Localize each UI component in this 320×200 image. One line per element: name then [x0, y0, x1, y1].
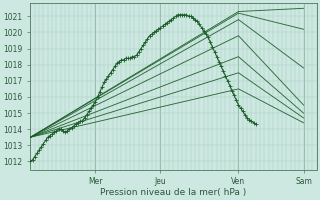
X-axis label: Pression niveau de la mer( hPa ): Pression niveau de la mer( hPa )	[100, 188, 247, 197]
